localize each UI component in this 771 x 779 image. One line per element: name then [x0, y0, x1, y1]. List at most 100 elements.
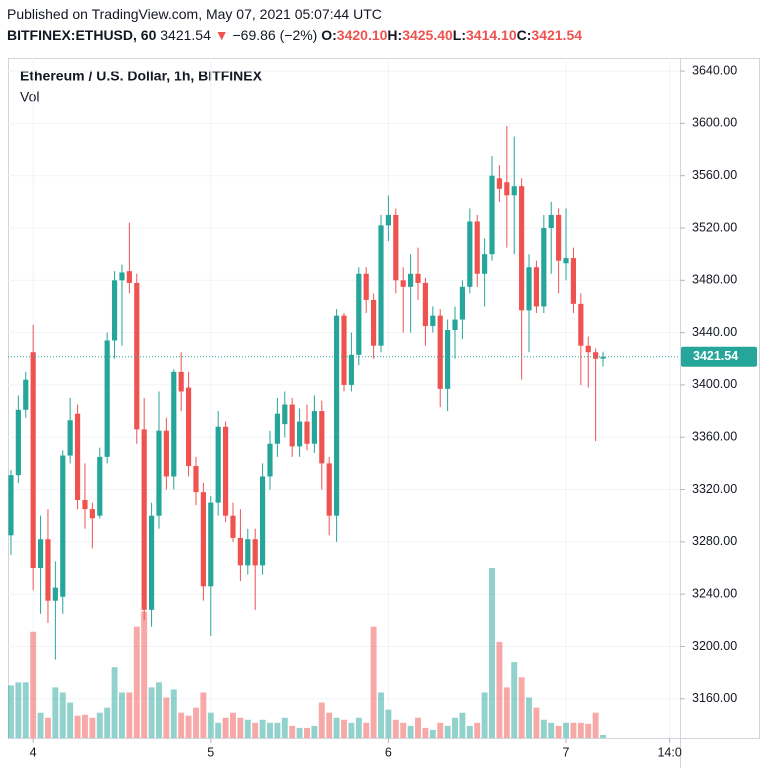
candle-body — [393, 214, 399, 281]
x-tick-label: 14:0 — [657, 745, 681, 759]
volume-bar — [511, 662, 518, 738]
candle-body — [82, 500, 88, 510]
volume-bar — [370, 626, 377, 738]
change: −69.86 (−2%) — [232, 27, 318, 43]
candle-body — [282, 404, 288, 425]
candle-body — [548, 214, 554, 228]
candle-body — [422, 282, 428, 327]
volume-bar — [348, 722, 355, 738]
volume-bar — [296, 727, 303, 738]
candle-body — [74, 413, 81, 500]
y-tick-label: 3160.00 — [692, 691, 737, 705]
candle-body — [274, 413, 280, 444]
candle-body — [430, 315, 436, 327]
candle-body — [134, 282, 140, 430]
candle-body — [452, 319, 458, 330]
ohlc-value: 3414.10 — [466, 27, 517, 43]
symbol: BITFINEX:ETHUSD, 60 — [7, 27, 157, 43]
volume-bar — [119, 692, 125, 738]
volume-bar — [259, 719, 266, 738]
candle-body — [526, 267, 532, 311]
volume-bar — [222, 717, 229, 738]
x-tick-label: 5 — [207, 745, 214, 759]
candle-body — [89, 509, 95, 519]
candle-body — [511, 186, 517, 196]
candle-body — [148, 515, 155, 610]
candle-body — [67, 420, 73, 456]
volume-bar — [230, 712, 236, 738]
volume-bar — [341, 719, 347, 738]
header: Published on TradingView.com, May 07, 20… — [7, 6, 582, 43]
volume-bar — [333, 717, 340, 738]
arrow: ▼ — [214, 27, 229, 43]
candle-body — [504, 182, 510, 196]
ohlc-value: 3425.40 — [402, 27, 453, 43]
candle-body — [119, 272, 125, 281]
candle-body — [519, 186, 525, 311]
candle-body — [474, 221, 480, 274]
y-tick-label: 3240.00 — [692, 586, 737, 600]
volume-bar — [185, 715, 192, 738]
volume-bar — [592, 712, 599, 738]
volume-bar — [429, 729, 436, 738]
candle-body — [437, 315, 443, 389]
volume-bar — [518, 677, 525, 738]
volume-bar — [311, 725, 318, 738]
volume-bar — [437, 722, 444, 738]
candle-body — [8, 475, 14, 536]
ohlc-label: L: — [452, 27, 467, 43]
candle-body — [348, 354, 354, 385]
plot — [8, 58, 680, 738]
volume-bar — [481, 692, 488, 738]
candle-body — [30, 352, 36, 568]
volume-bar — [496, 641, 503, 738]
candle-body — [334, 315, 340, 516]
volume-bar — [104, 707, 111, 738]
ohlc-value: 3420.10 — [336, 27, 388, 43]
volume-bar — [326, 712, 333, 738]
candle-body — [222, 426, 229, 516]
x-tick-label: 4 — [30, 745, 37, 759]
y-tick-label: 3400.00 — [692, 377, 737, 391]
candle-body — [126, 271, 132, 283]
candle-body — [193, 466, 199, 493]
candle-body — [459, 286, 466, 320]
candle-body — [563, 258, 569, 264]
volume-bar — [452, 717, 458, 738]
y-tick-label: 3560.00 — [692, 168, 737, 182]
candle-body — [489, 175, 495, 255]
volume-bar — [178, 712, 185, 738]
volume-bar — [363, 722, 370, 738]
volume-bar — [355, 717, 362, 738]
x-tick-label: 7 — [563, 745, 570, 759]
volume-bar — [555, 725, 562, 738]
candle-body — [245, 539, 251, 566]
candle-body — [496, 178, 503, 189]
frame — [8, 58, 760, 739]
volume-bar — [474, 722, 481, 738]
candle-body — [319, 411, 325, 464]
volume-bar — [67, 702, 74, 738]
candle-body — [533, 267, 540, 307]
price: 3421.54 — [160, 27, 211, 43]
candle-body — [163, 430, 169, 477]
candle-body — [600, 356, 606, 359]
candle-body — [378, 225, 384, 346]
candle-body — [385, 214, 391, 226]
candle-body — [230, 515, 236, 538]
volume-bar — [126, 692, 133, 738]
volume-bar — [304, 727, 310, 738]
volume-bar — [193, 707, 199, 738]
volume-bar — [207, 712, 214, 738]
ohlc-label: H: — [387, 27, 403, 43]
volume-bar — [459, 712, 466, 738]
candle-body — [208, 502, 214, 587]
candle-body — [593, 352, 599, 359]
volume-bar — [267, 722, 273, 738]
candle-body — [185, 387, 192, 466]
candle-body — [237, 537, 243, 566]
volume-bar — [96, 712, 103, 738]
published: Published on TradingView.com, May 07, 20… — [7, 6, 382, 22]
volume-bar — [8, 685, 14, 738]
